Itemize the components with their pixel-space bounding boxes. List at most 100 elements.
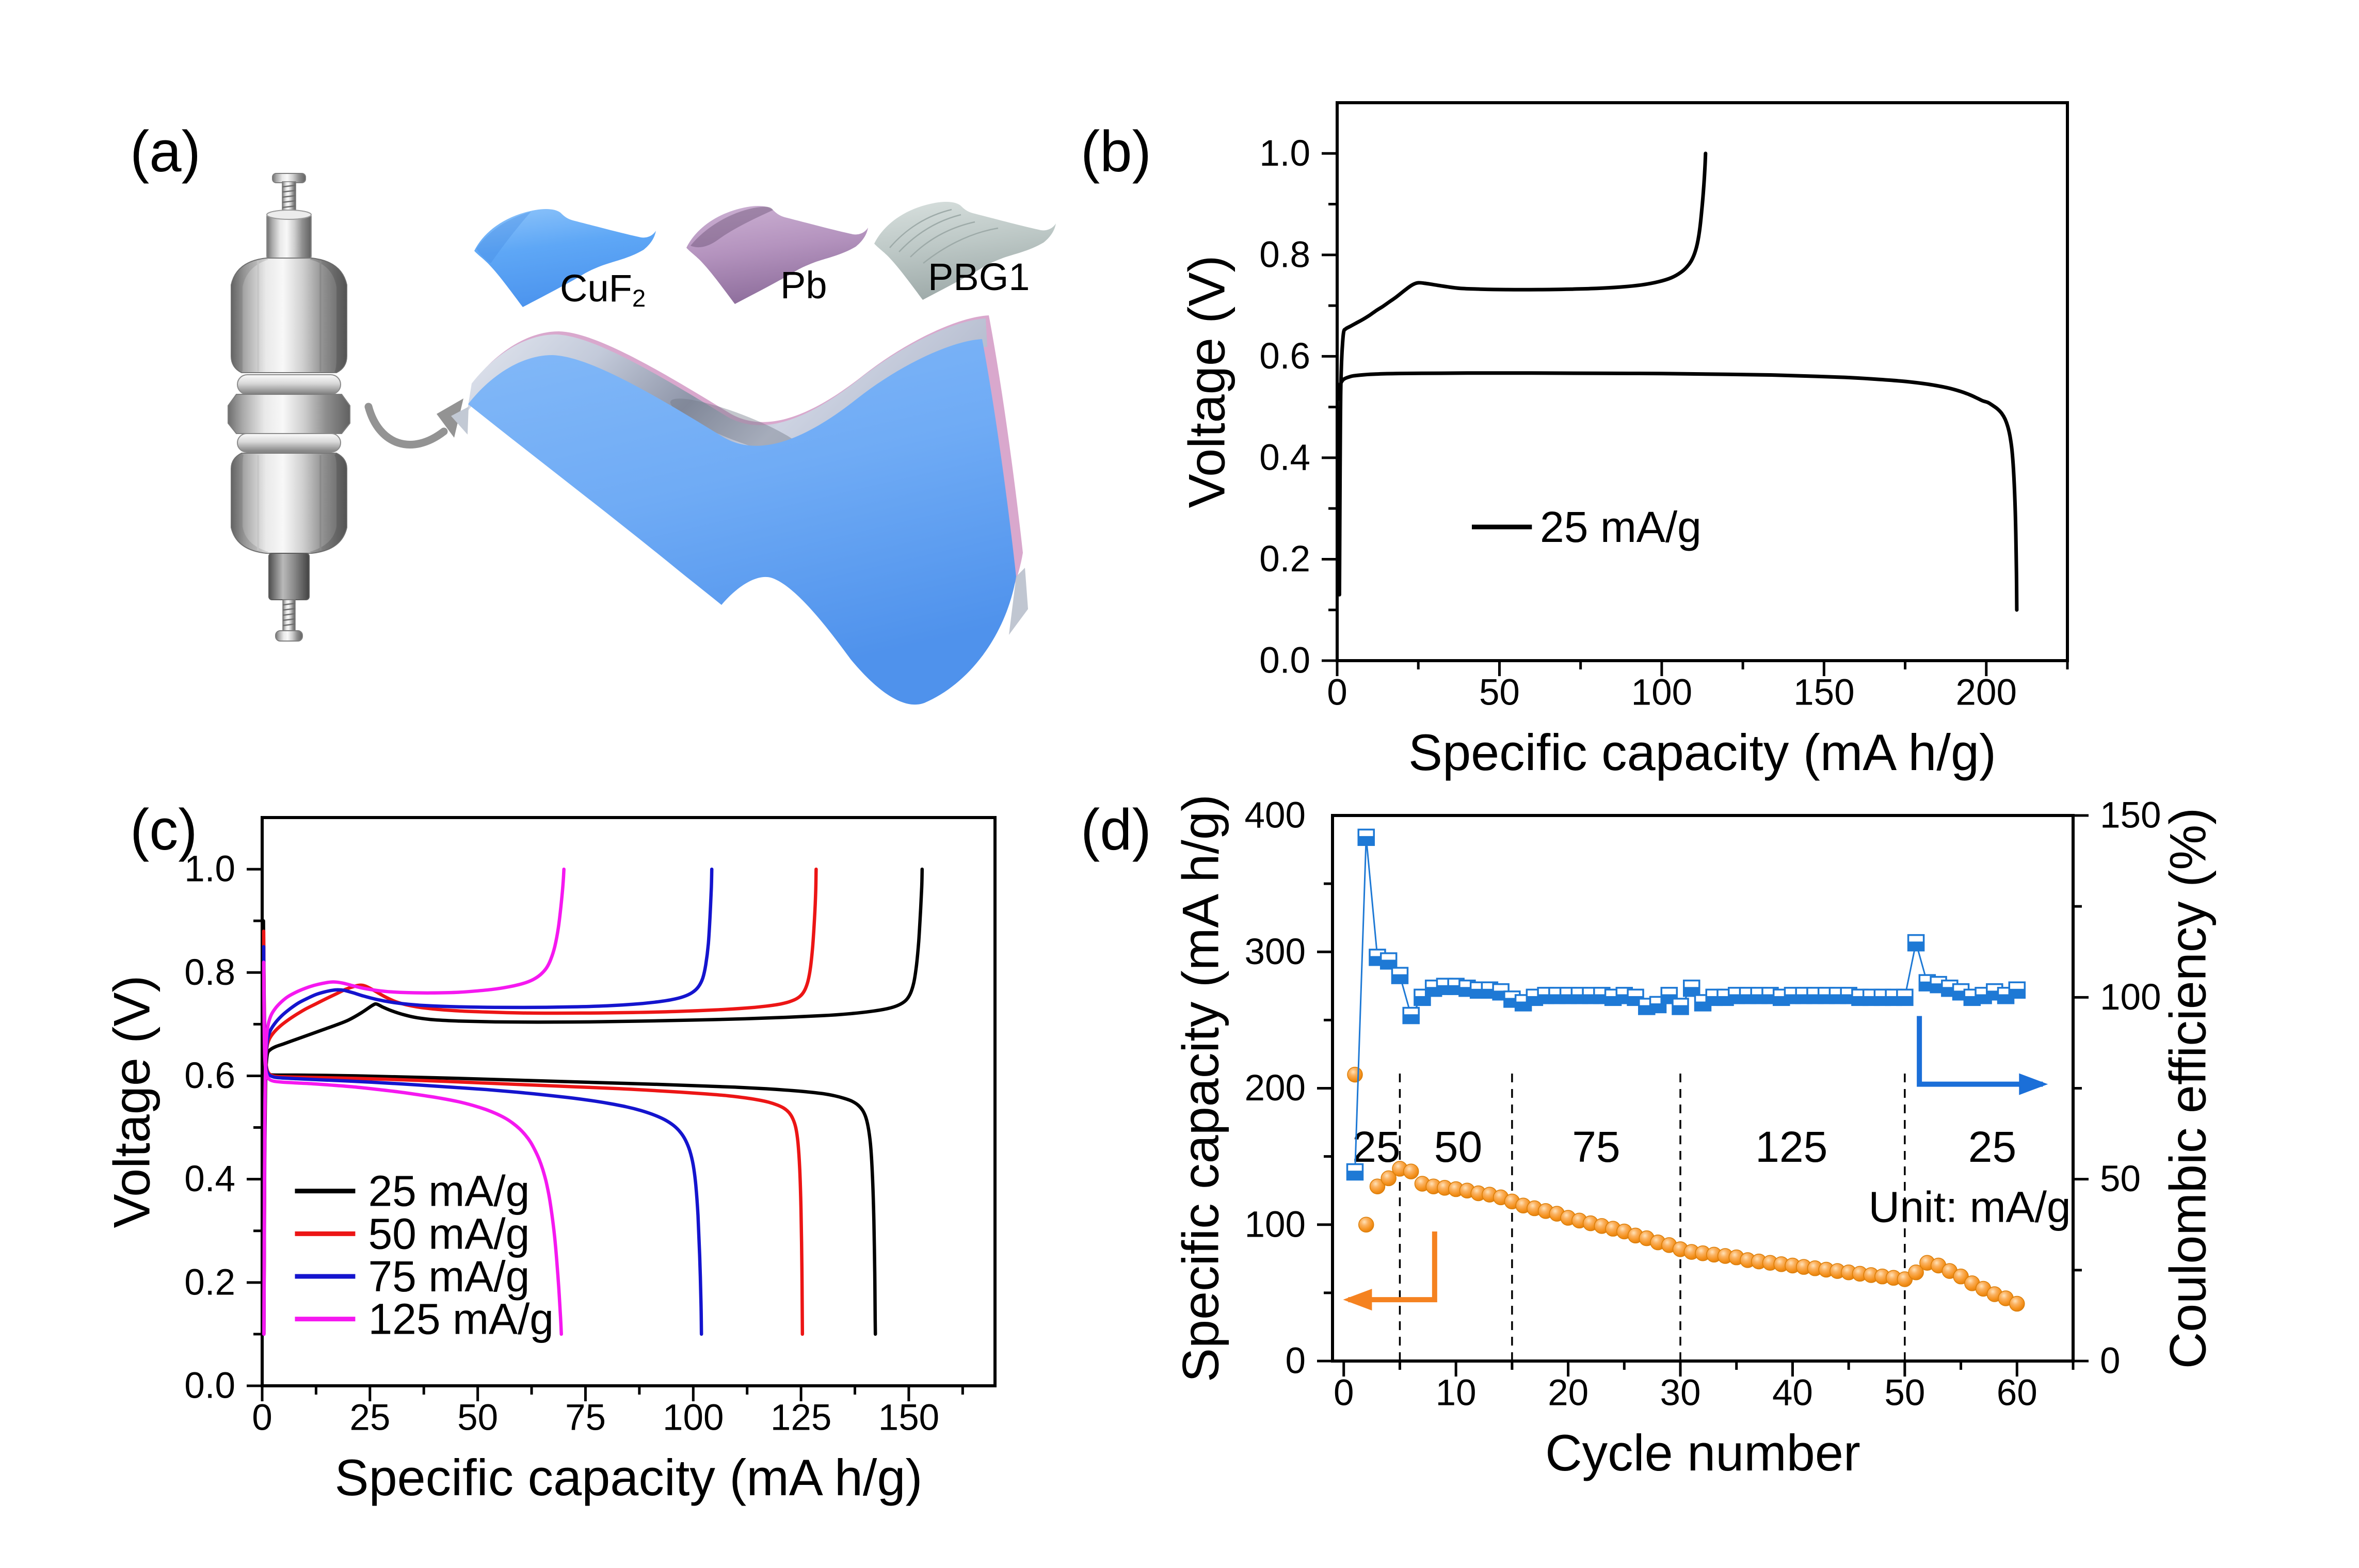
capacity-point	[1358, 1217, 1374, 1233]
annotation: 25	[1352, 1123, 1400, 1171]
x-axis-title: Specific capacity (mA h/g)	[1408, 724, 1996, 781]
y-tick-label: 0.2	[184, 1262, 235, 1303]
sheet-pb-fold-shadow	[691, 206, 773, 248]
sheet-label-cuf2-sub: 2	[632, 285, 646, 313]
rect-shape	[1379, 952, 1398, 970]
rect-shape	[1896, 988, 1914, 1006]
panel-b-label: (b)	[1081, 119, 1151, 184]
y-tick-label: 0.4	[184, 1159, 235, 1199]
right-y-axis-title: Coulombic efficiency (%)	[2159, 808, 2217, 1369]
sheet-label-pbg1: PBG1	[928, 258, 1030, 296]
chart-c: 0 25 50 75 100 125 150 0.0 0.2 0.4 0.6 0.8 1.0 Specif…	[103, 816, 997, 1506]
efficiency-point	[2008, 981, 2026, 999]
series-markers-coulombic-efficiency	[1346, 828, 2026, 1181]
x-tick-label: 125	[771, 1397, 831, 1438]
right-y-tick-label: 0	[2100, 1341, 2121, 1382]
y-tick-label: 200	[1245, 1068, 1306, 1109]
x-axis-title: Cycle number	[1545, 1424, 1860, 1481]
sheet-pb	[686, 205, 868, 304]
y-tick-label: 0.2	[1259, 539, 1310, 580]
right-axis-ticks	[2073, 814, 2089, 1363]
rect-shape	[1381, 959, 1397, 969]
legend: 25 mA/g	[1471, 503, 1702, 551]
x-tick-label: 30	[1660, 1372, 1701, 1413]
cell-upper-body	[231, 258, 347, 373]
line-shape	[282, 184, 296, 188]
x-tick-label: 50	[457, 1397, 498, 1438]
x-tick-label: 150	[1793, 672, 1854, 713]
y-axis-title: Voltage (V)	[1178, 255, 1235, 508]
stack-layer-separator	[467, 318, 987, 453]
x-tick-label: 60	[1997, 1372, 2037, 1413]
disassembly-arrow	[364, 398, 463, 449]
series-75-ma-g-charge	[262, 867, 714, 1336]
path-shape	[231, 258, 268, 373]
x-tick-label: 10	[1436, 1372, 1477, 1413]
annotation: 75	[1572, 1123, 1620, 1171]
axis-ticks	[247, 868, 964, 1401]
path-shape	[889, 209, 952, 248]
y-tick-label: 0.6	[1259, 336, 1310, 377]
x-tick-label: 0	[1327, 672, 1347, 713]
series-25-ma-g-discharge	[262, 919, 877, 1336]
path-shape	[231, 453, 268, 553]
y-tick-label: 1.0	[1259, 133, 1310, 174]
y-axis-title: Voltage (V)	[103, 975, 161, 1228]
rect-shape	[1358, 836, 1374, 845]
sheet-label-cuf2-text: CuF	[560, 267, 632, 310]
x-tick-label: 25	[349, 1397, 390, 1438]
legend-label: 50 mA/g	[368, 1209, 529, 1258]
x-tick-label: 100	[1631, 672, 1692, 713]
x-tick-label: 150	[878, 1397, 939, 1438]
series-25-ma-g-discharge	[1338, 371, 2019, 612]
rect-shape	[1907, 934, 1925, 952]
annotation: 125	[1755, 1123, 1827, 1171]
efficiency-point	[1346, 1163, 1364, 1181]
capacity-point	[1369, 1178, 1386, 1195]
line-shape	[282, 195, 296, 198]
y-tick-label: 0.0	[1259, 641, 1310, 681]
panel-a-label: (a)	[130, 119, 201, 184]
y-tick-label: 0.4	[1259, 437, 1310, 478]
capacity-point	[1347, 1066, 1363, 1083]
legend-label: 125 mA/g	[368, 1295, 554, 1343]
y-tick-label: 0.8	[184, 952, 235, 993]
series-markers-specific-capacity	[1347, 1066, 2025, 1312]
rect-shape	[1897, 996, 1913, 1005]
panel-d-label: (d)	[1081, 797, 1151, 862]
legend-label: 25 mA/g	[1540, 503, 1702, 551]
stack-corner-silver	[1009, 568, 1028, 635]
panel-c-label: (c)	[130, 797, 198, 862]
efficiency-point	[1379, 952, 1398, 970]
rect-shape	[1346, 1163, 1364, 1181]
series-25-ma-g-charge	[1337, 151, 1708, 597]
line-shape	[282, 613, 296, 616]
line-shape	[282, 618, 296, 621]
sheet-label-pb: Pb	[780, 266, 827, 305]
axis-arrow-head	[1343, 1289, 1372, 1311]
y-tick-label: 1.0	[184, 849, 235, 890]
path-shape	[923, 227, 999, 264]
axis-frame	[1336, 101, 2069, 662]
cell-bottom-screw-head	[275, 630, 303, 642]
series-50-ma-g-charge	[262, 867, 818, 1336]
efficiency-point	[1649, 996, 1667, 1014]
efficiency-point	[1907, 934, 1925, 952]
rect-shape	[1908, 941, 1924, 951]
y-tick-label: 0.8	[1259, 234, 1310, 275]
rect-shape	[1660, 987, 1678, 1004]
line-shape	[282, 200, 296, 203]
axis-arrow	[1917, 1016, 2043, 1087]
annotation: 50	[1434, 1123, 1482, 1171]
efficiency-point	[1896, 988, 1914, 1006]
path-shape	[910, 221, 975, 258]
axis-arrow-head	[2019, 1073, 2048, 1095]
axis-ticks	[1322, 152, 2069, 676]
rect-shape	[2008, 981, 2026, 999]
x-tick-label: 200	[1956, 672, 2017, 713]
ellipse-shape	[670, 398, 806, 456]
axis-frame	[261, 816, 997, 1387]
rect-shape	[1650, 1003, 1666, 1013]
